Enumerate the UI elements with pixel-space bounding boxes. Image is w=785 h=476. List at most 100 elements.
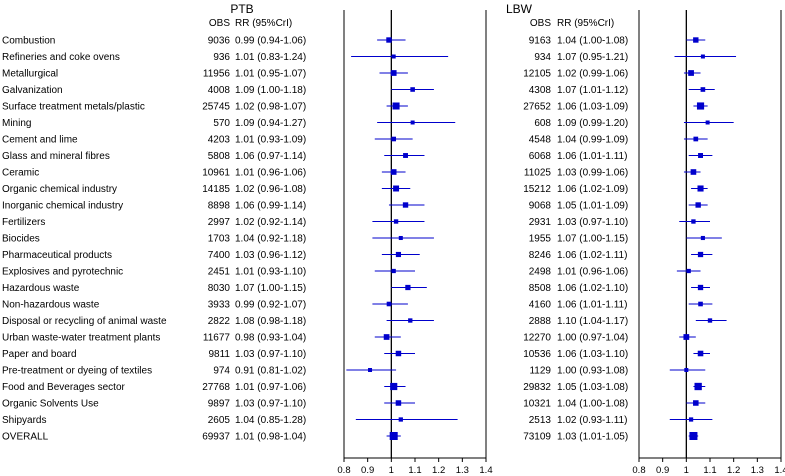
point-estimate-marker bbox=[402, 202, 409, 208]
obs-value: 608 bbox=[534, 118, 551, 129]
row-label: Organic Solvents Use bbox=[2, 399, 99, 410]
row-label: Hazardous waste bbox=[2, 283, 80, 294]
obs-value: 11677 bbox=[203, 333, 231, 344]
obs-value: 4308 bbox=[529, 85, 552, 96]
row-label: Shipyards bbox=[2, 415, 46, 426]
obs-value: 27652 bbox=[523, 102, 551, 113]
panel-title-ptb: PTB bbox=[230, 2, 253, 16]
obs-value: 2822 bbox=[208, 316, 231, 327]
obs-value: 8246 bbox=[529, 250, 552, 261]
rr-ci-text: 1.05 (1.03-1.08) bbox=[557, 382, 628, 393]
obs-value: 29832 bbox=[523, 382, 551, 393]
rr-ci-text: 1.06 (1.03-1.10) bbox=[557, 349, 628, 360]
column-header-rr: RR (95%CrI) bbox=[557, 18, 614, 29]
rr-ci-text: 1.01 (0.96-1.06) bbox=[557, 267, 628, 278]
x-tick-label: 0.8 bbox=[337, 465, 350, 476]
point-estimate-marker bbox=[697, 284, 704, 291]
point-estimate-marker bbox=[693, 37, 699, 43]
row-label: Non-hazardous waste bbox=[2, 300, 100, 311]
obs-value: 2931 bbox=[529, 217, 552, 228]
rr-ci-text: 1.09 (0.94-1.27) bbox=[235, 118, 306, 129]
point-estimate-marker bbox=[688, 70, 694, 76]
obs-value: 1955 bbox=[529, 234, 552, 245]
rr-ci-text: 1.03 (0.97-1.10) bbox=[235, 399, 306, 410]
x-tick-label: 1 bbox=[389, 465, 394, 476]
rr-ci-text: 1.07 (1.00-1.15) bbox=[235, 283, 306, 294]
x-tick-label: 1.2 bbox=[727, 465, 740, 476]
point-estimate-marker bbox=[684, 368, 689, 372]
rr-ci-text: 1.04 (1.00-1.08) bbox=[557, 399, 628, 410]
column-header-obs: OBS bbox=[209, 18, 230, 29]
obs-value: 2605 bbox=[208, 415, 231, 426]
obs-value: 27768 bbox=[202, 382, 230, 393]
obs-value: 2498 bbox=[529, 267, 552, 278]
obs-value: 2997 bbox=[208, 217, 231, 228]
rr-ci-text: 1.01 (0.97-1.06) bbox=[235, 382, 306, 393]
x-tick-label: 1.4 bbox=[479, 465, 492, 476]
obs-value: 936 bbox=[213, 52, 230, 63]
obs-value: 12105 bbox=[523, 69, 551, 80]
obs-value: 5808 bbox=[208, 151, 231, 162]
point-estimate-marker bbox=[410, 120, 415, 125]
x-tick-label: 0.9 bbox=[656, 465, 669, 476]
point-estimate-marker bbox=[389, 432, 398, 440]
panel-title-lbw: LBW bbox=[506, 2, 533, 16]
rr-ci-text: 1.10 (1.04-1.17) bbox=[557, 316, 628, 327]
point-estimate-marker bbox=[390, 70, 397, 76]
obs-value: 2513 bbox=[529, 415, 552, 426]
row-label: Metallurgical bbox=[2, 69, 58, 80]
obs-value: 8030 bbox=[208, 283, 231, 294]
point-estimate-marker bbox=[410, 87, 415, 92]
point-estimate-marker bbox=[695, 202, 701, 208]
row-label: Mining bbox=[2, 118, 31, 129]
row-label: Organic chemical industry bbox=[2, 184, 117, 195]
rr-ci-text: 1.01 (0.93-1.10) bbox=[235, 267, 306, 278]
point-estimate-marker bbox=[686, 268, 691, 274]
obs-value: 12270 bbox=[523, 333, 551, 344]
rr-ci-text: 1.01 (0.98-1.04) bbox=[235, 432, 306, 443]
obs-value: 10536 bbox=[523, 349, 551, 360]
rr-ci-text: 1.04 (1.00-1.08) bbox=[557, 36, 628, 47]
point-estimate-marker bbox=[403, 153, 408, 158]
obs-value: 8898 bbox=[208, 201, 231, 212]
obs-value: 4548 bbox=[529, 135, 552, 146]
obs-value: 9068 bbox=[529, 201, 552, 212]
rr-ci-text: 1.07 (1.01-1.12) bbox=[557, 85, 628, 96]
obs-value: 6068 bbox=[529, 151, 552, 162]
obs-value: 570 bbox=[213, 118, 230, 129]
point-estimate-marker bbox=[694, 382, 702, 391]
rr-ci-text: 1.07 (1.00-1.15) bbox=[557, 234, 628, 245]
rr-ci-text: 1.02 (0.96-1.08) bbox=[235, 184, 306, 195]
point-estimate-marker bbox=[697, 251, 704, 258]
row-label: Urban waste-water treatment plants bbox=[2, 333, 160, 344]
rr-ci-text: 1.01 (0.96-1.06) bbox=[235, 168, 306, 179]
row-label: Paper and board bbox=[2, 349, 77, 360]
row-label: Pre-treatment or dyeing of textiles bbox=[2, 366, 152, 377]
row-label: Biocides bbox=[2, 234, 40, 245]
point-estimate-marker bbox=[392, 102, 400, 110]
point-estimate-marker bbox=[393, 219, 399, 224]
point-estimate-marker bbox=[398, 417, 403, 422]
rr-ci-text: 0.98 (0.93-1.04) bbox=[235, 333, 306, 344]
obs-value: 9897 bbox=[208, 399, 231, 410]
rr-ci-text: 1.01 (0.93-1.09) bbox=[235, 135, 306, 146]
rr-ci-text: 1.02 (0.92-1.14) bbox=[235, 217, 306, 228]
rr-ci-text: 1.03 (1.01-1.05) bbox=[557, 432, 628, 443]
rr-ci-text: 1.03 (0.97-1.10) bbox=[557, 217, 628, 228]
rr-ci-text: 1.01 (0.83-1.24) bbox=[235, 52, 306, 63]
point-estimate-marker bbox=[390, 169, 397, 175]
point-estimate-marker bbox=[683, 334, 690, 340]
point-estimate-marker bbox=[390, 382, 398, 391]
obs-value: 15212 bbox=[523, 184, 551, 195]
point-estimate-marker bbox=[700, 54, 705, 59]
point-estimate-marker bbox=[693, 400, 699, 406]
row-label: Surface treatment metals/plastic bbox=[2, 102, 145, 113]
point-estimate-marker bbox=[391, 268, 396, 274]
rr-ci-text: 1.05 (1.01-1.09) bbox=[557, 201, 628, 212]
point-estimate-marker bbox=[383, 334, 390, 340]
obs-value: 11956 bbox=[203, 69, 231, 80]
point-estimate-marker bbox=[698, 301, 703, 307]
rr-ci-text: 1.09 (0.99-1.20) bbox=[557, 118, 628, 129]
obs-value: 11025 bbox=[524, 168, 552, 179]
x-tick-label: 1.3 bbox=[456, 465, 469, 476]
